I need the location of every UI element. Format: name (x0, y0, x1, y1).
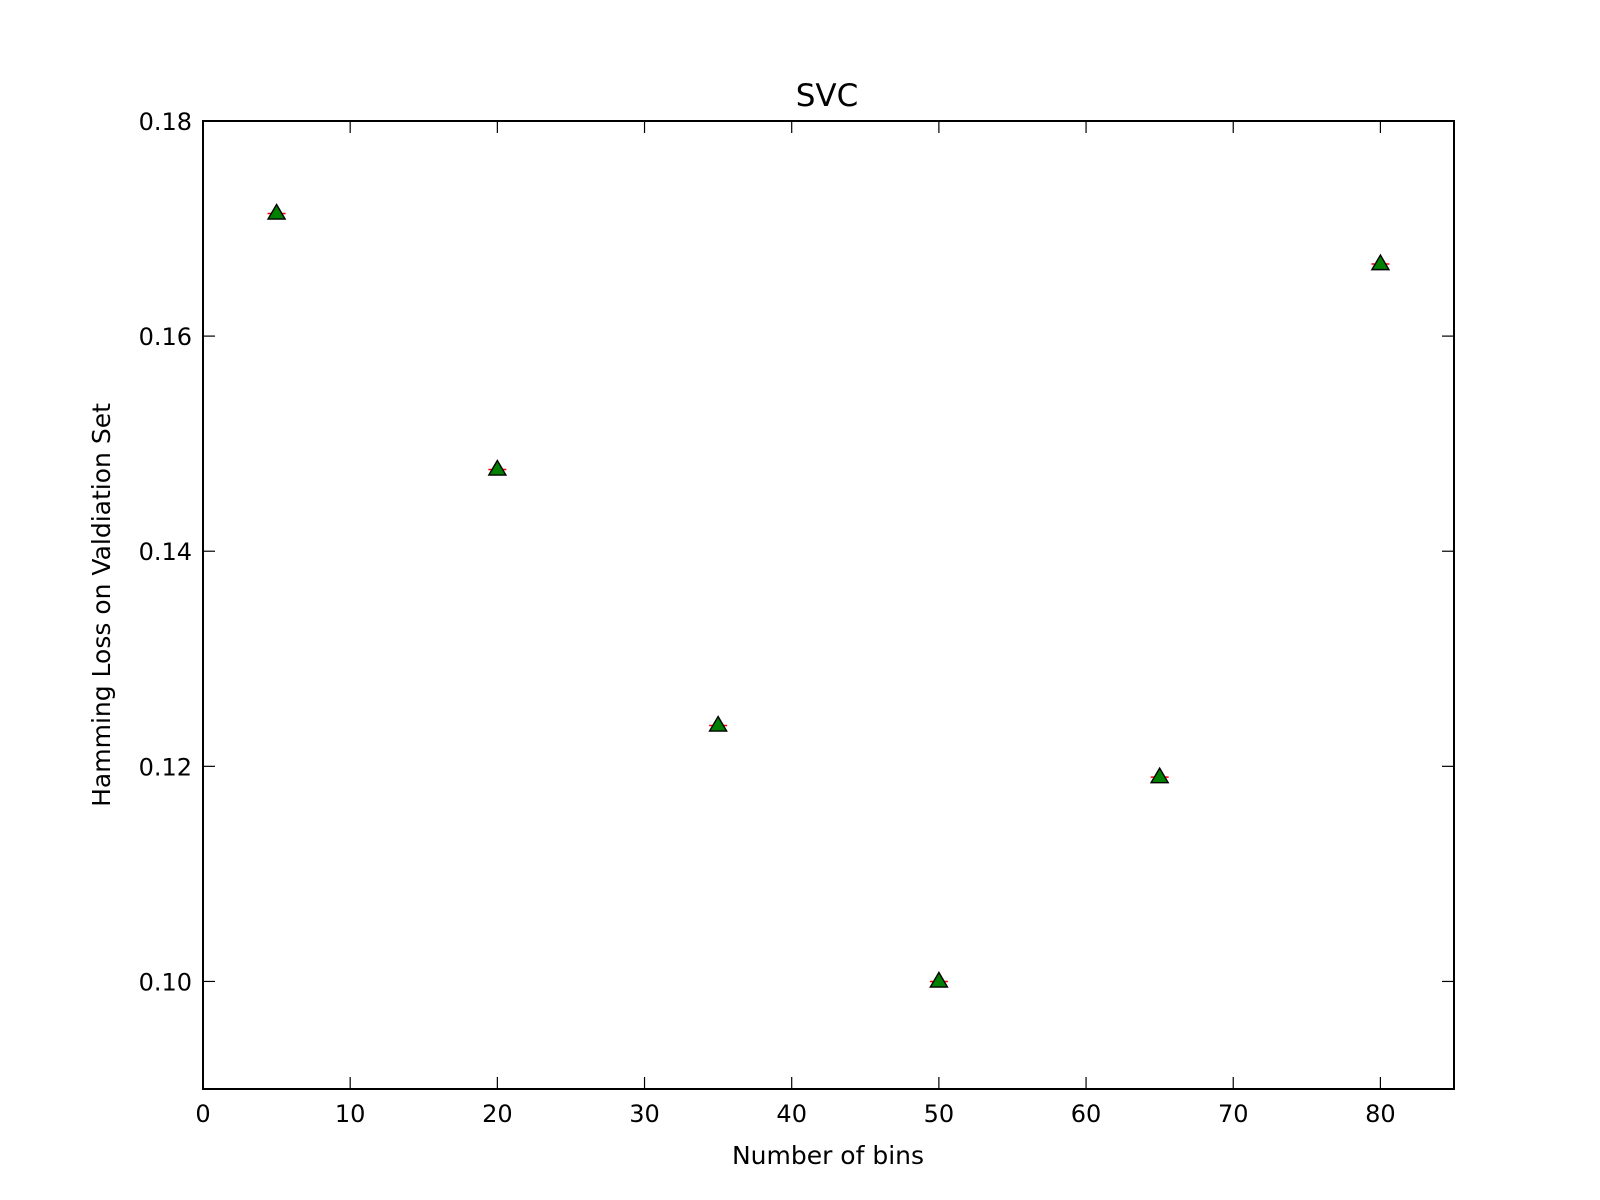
data-point (487, 459, 508, 476)
triangle-marker (1370, 253, 1391, 271)
data-point (1149, 766, 1170, 784)
y-tick-label: 0.12 (139, 753, 192, 781)
data-points (266, 203, 1391, 988)
triangle-marker (708, 715, 728, 732)
x-tick-label: 0 (195, 1100, 210, 1128)
x-tick-label: 40 (776, 1100, 807, 1128)
y-tick-label: 0.16 (139, 323, 192, 351)
triangle-marker (487, 459, 508, 476)
x-tick-label: 60 (1071, 1100, 1102, 1128)
y-tick-label: 0.14 (139, 538, 192, 566)
plot-area-frame (202, 120, 1455, 1090)
triangle-marker (266, 203, 287, 220)
x-tick-label: 20 (482, 1100, 513, 1128)
x-axis-ticks (202, 121, 1382, 1089)
x-tick-label: 50 (924, 1100, 955, 1128)
data-point (708, 715, 728, 732)
x-tick-label: 10 (335, 1100, 366, 1128)
data-point (929, 971, 949, 988)
triangle-marker (929, 971, 949, 988)
y-axis-label: Hamming Loss on Valdiation Set (87, 403, 116, 807)
x-axis-label: Number of bins (732, 1141, 924, 1170)
triangle-marker (1149, 766, 1170, 784)
x-tick-label: 70 (1218, 1100, 1249, 1128)
x-tick-label: 30 (629, 1100, 660, 1128)
y-tick-label: 0.10 (139, 968, 192, 996)
x-tick-label: 80 (1365, 1100, 1396, 1128)
data-point (1370, 253, 1391, 271)
x-axis-tick-labels: 0 10 20 30 40 50 60 70 80 (195, 1100, 1395, 1128)
y-tick-label: 0.18 (139, 108, 192, 136)
y-axis-tick-labels: 0.10 0.12 0.14 0.16 0.18 (139, 108, 192, 996)
chart-title: SVC (796, 78, 859, 114)
data-point (266, 203, 287, 220)
